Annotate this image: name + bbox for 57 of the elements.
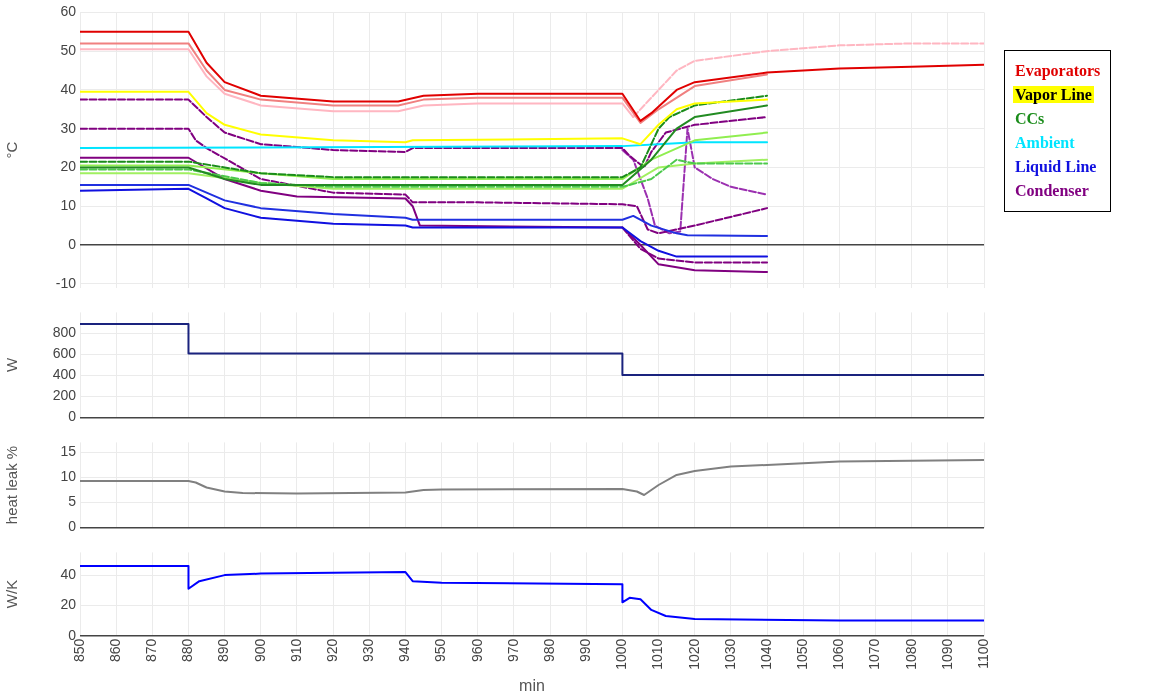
x-tick-label: 970 — [504, 638, 521, 663]
y-tick-label: 20 — [60, 158, 77, 175]
y-axis-title: W/K — [3, 579, 21, 609]
y-axis-title: heat leak % — [3, 445, 21, 525]
series-label: Evaporators — [1014, 62, 1102, 79]
x-tick-label: 910 — [287, 638, 304, 663]
x-tick-label: 1070 — [866, 638, 883, 670]
x-tick-label: 1090 — [938, 638, 955, 670]
y-tick-label: 10 — [60, 468, 77, 485]
y-tick-label: 200 — [52, 387, 77, 404]
x-tick-label: 900 — [251, 638, 268, 663]
y-tick-label: 40 — [60, 80, 77, 97]
x-axis-title: min — [519, 676, 545, 694]
x-tick-label: 890 — [215, 638, 232, 663]
y-axis-title: °C — [3, 141, 21, 159]
x-tick-label: 950 — [432, 638, 449, 663]
y-tick-label: 0 — [68, 235, 77, 252]
y-tick-label: 30 — [60, 119, 77, 136]
text: Condenser — [1014, 182, 1090, 199]
x-tick-label: 990 — [577, 638, 594, 663]
text: CCs — [1014, 110, 1046, 127]
y-tick-label: 0 — [68, 518, 77, 535]
y-axis-title: W — [3, 357, 21, 373]
x-tick-label: 870 — [143, 638, 160, 663]
y-tick-label: 10 — [60, 197, 77, 214]
x-tick-label: 1050 — [794, 638, 811, 670]
x-tick-label: 1010 — [649, 638, 666, 670]
y-tick-label: 800 — [52, 324, 77, 341]
x-tick-label: 920 — [323, 638, 340, 663]
y-tick-label: 60 — [60, 3, 77, 20]
y-tick-label: 0 — [68, 408, 77, 425]
x-tick-label: 1020 — [685, 638, 702, 670]
x-tick-label: 1040 — [757, 638, 774, 670]
text: Vapor Line — [1013, 86, 1094, 103]
y-tick-label: 20 — [60, 596, 77, 613]
y-tick-label: 15 — [60, 443, 77, 460]
x-tick-label: 1060 — [830, 638, 847, 670]
x-tick-label: 860 — [107, 638, 124, 663]
text: Liquid Line — [1014, 158, 1098, 175]
y-tick-label: 400 — [52, 366, 77, 383]
x-tick-label: 1000 — [613, 638, 630, 670]
line-series — [621, 127, 769, 235]
line-series — [80, 98, 769, 169]
y-tick-label: 5 — [68, 493, 77, 510]
y-tick-label: 50 — [60, 42, 77, 59]
y-tick-label: -10 — [55, 274, 77, 291]
x-tick-label: 960 — [468, 638, 485, 663]
x-tick-label: 930 — [360, 638, 377, 663]
text: Ambient — [1014, 134, 1076, 151]
x-tick-label: 1030 — [721, 638, 738, 670]
y-tick-label: 40 — [60, 565, 77, 582]
x-tick-label: 940 — [396, 638, 413, 663]
y-tick-label: 600 — [52, 345, 77, 362]
x-tick-label: 980 — [540, 638, 557, 663]
x-tick-label: 1100 — [974, 638, 991, 669]
x-tick-label: 880 — [179, 638, 196, 663]
x-tick-label: 1080 — [902, 638, 919, 670]
